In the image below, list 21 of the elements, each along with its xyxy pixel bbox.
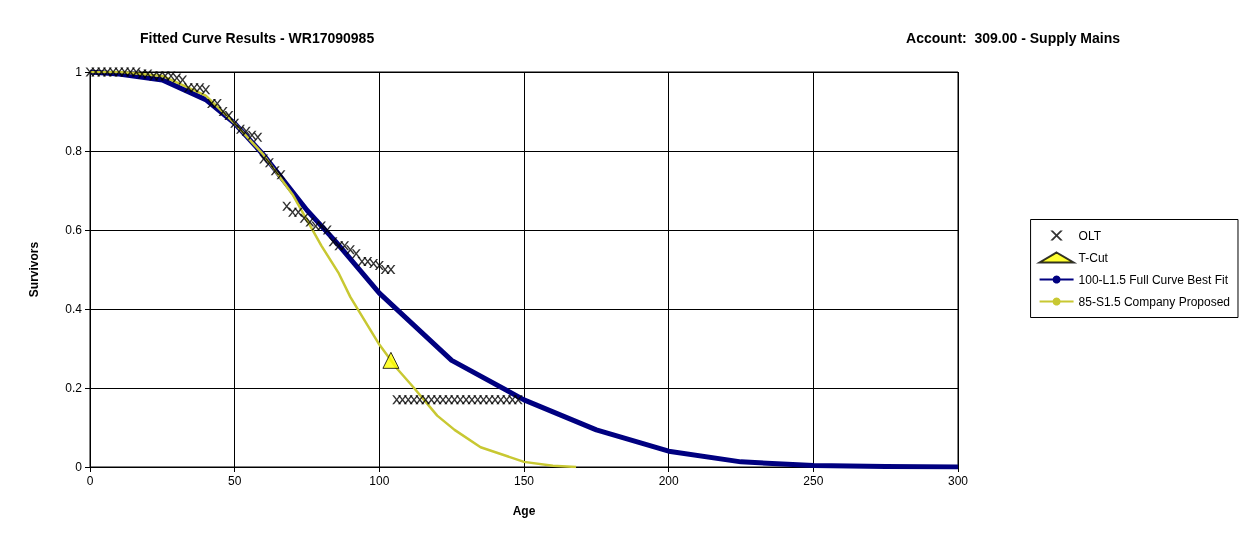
legend-label: 85-S1.5 Company Proposed <box>1078 294 1231 309</box>
y-tick-label: 0.6 <box>65 223 83 237</box>
x-tick-label: 250 <box>803 474 824 488</box>
x-tick-label: 200 <box>658 474 679 488</box>
y-tick-label: 0.4 <box>65 302 83 316</box>
y-tick-label: 1 <box>75 65 83 79</box>
chart-title: Fitted Curve Results - WR17090985 <box>140 30 375 46</box>
x-tick-label: 0 <box>86 474 94 488</box>
y-tick-label: 0.8 <box>65 144 83 158</box>
y-tick-label: 0 <box>75 460 83 474</box>
x-tick-label: 50 <box>227 474 242 488</box>
x-tick-label: 100 <box>369 474 390 488</box>
legend-label: 100-L1.5 Full Curve Best Fit <box>1078 272 1229 287</box>
y-axis-title: Survivors <box>27 241 41 298</box>
y-tick-label: 0.2 <box>65 381 83 395</box>
text: Account: 309.00 - Supply Mains <box>906 30 1121 46</box>
x-tick-label: 300 <box>947 474 969 488</box>
x-tick-label: 150 <box>513 474 535 488</box>
x-axis-title: Age <box>512 504 536 518</box>
legend-label: T-Cut <box>1078 250 1109 265</box>
legend-label: OLT <box>1078 228 1102 243</box>
